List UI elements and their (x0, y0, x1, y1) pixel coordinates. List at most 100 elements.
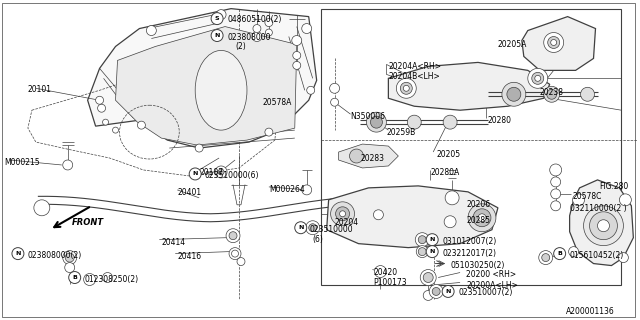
Circle shape (292, 52, 301, 60)
Text: N: N (214, 33, 220, 38)
Polygon shape (339, 144, 398, 168)
Text: 20414: 20414 (161, 238, 186, 247)
Text: 20205: 20205 (436, 150, 460, 159)
Text: B: B (72, 275, 77, 280)
Text: N: N (445, 289, 451, 294)
Text: 20280: 20280 (488, 116, 512, 125)
Ellipse shape (195, 51, 247, 130)
Circle shape (189, 168, 201, 180)
Circle shape (573, 194, 584, 206)
Circle shape (550, 177, 561, 187)
Circle shape (584, 206, 623, 246)
Text: 20401: 20401 (177, 188, 202, 197)
Circle shape (102, 119, 109, 125)
Circle shape (423, 291, 433, 300)
Circle shape (226, 229, 240, 243)
Circle shape (367, 112, 387, 132)
Circle shape (195, 144, 203, 152)
Circle shape (138, 121, 145, 129)
Circle shape (306, 221, 319, 235)
Text: 023808000: 023808000 (227, 33, 271, 42)
Circle shape (550, 164, 562, 176)
Circle shape (34, 200, 50, 216)
Circle shape (113, 127, 118, 133)
Text: 023510000(6): 023510000(6) (204, 171, 259, 180)
Circle shape (468, 204, 496, 232)
Text: 20280A: 20280A (430, 168, 460, 177)
Circle shape (211, 29, 223, 42)
Text: M000264: M000264 (269, 185, 305, 194)
Circle shape (335, 207, 349, 221)
Circle shape (229, 248, 241, 260)
Circle shape (266, 29, 273, 36)
Text: 051030250(2): 051030250(2) (450, 260, 504, 269)
Circle shape (232, 250, 239, 257)
Circle shape (84, 274, 95, 285)
Circle shape (295, 222, 307, 234)
Text: 012308250(2): 012308250(2) (84, 275, 139, 284)
Text: 20101: 20101 (28, 85, 52, 94)
Circle shape (419, 248, 426, 256)
Text: (6): (6) (313, 235, 324, 244)
Circle shape (426, 246, 438, 258)
Text: 023212017(2): 023212017(2) (442, 249, 496, 258)
Circle shape (218, 169, 224, 175)
Circle shape (445, 191, 459, 205)
Circle shape (63, 251, 77, 265)
Circle shape (432, 287, 440, 295)
Circle shape (349, 149, 364, 163)
Polygon shape (522, 17, 595, 70)
Text: N: N (429, 237, 435, 242)
Polygon shape (570, 180, 634, 266)
Circle shape (331, 98, 339, 106)
Circle shape (429, 284, 443, 299)
Circle shape (147, 26, 156, 36)
Circle shape (308, 224, 317, 232)
Circle shape (544, 33, 564, 52)
Circle shape (65, 263, 75, 273)
Circle shape (252, 32, 262, 42)
Text: N: N (193, 172, 198, 176)
Circle shape (396, 78, 416, 98)
Text: 20416: 20416 (177, 252, 202, 260)
Text: 20204B<LH>: 20204B<LH> (388, 72, 440, 81)
Text: B: B (557, 251, 562, 256)
Text: 023808000(2): 023808000(2) (28, 251, 82, 260)
Polygon shape (115, 27, 297, 145)
Circle shape (554, 248, 566, 260)
Text: 20285: 20285 (466, 216, 490, 225)
Text: (2): (2) (235, 43, 246, 52)
Text: FRONT: FRONT (72, 218, 104, 227)
Text: 20578A: 20578A (263, 98, 292, 107)
Circle shape (416, 246, 428, 258)
Circle shape (419, 236, 426, 244)
Circle shape (340, 211, 346, 217)
Circle shape (539, 251, 553, 265)
Circle shape (420, 269, 436, 285)
Circle shape (541, 254, 550, 261)
Circle shape (426, 234, 438, 246)
Polygon shape (388, 62, 550, 110)
Circle shape (568, 247, 579, 257)
Circle shape (237, 258, 245, 266)
Text: 023510000: 023510000 (310, 225, 353, 234)
Circle shape (507, 87, 521, 101)
Text: 20204A<RH>: 20204A<RH> (388, 62, 442, 71)
Circle shape (550, 189, 561, 199)
Text: 20204: 20204 (335, 218, 359, 227)
Text: 015610452(2): 015610452(2) (570, 251, 624, 260)
Text: P100173: P100173 (373, 277, 407, 286)
Circle shape (547, 89, 557, 99)
Text: 20420: 20420 (373, 268, 397, 276)
Circle shape (229, 232, 237, 240)
Circle shape (371, 207, 387, 223)
Circle shape (442, 285, 454, 297)
Circle shape (65, 253, 74, 262)
Circle shape (371, 116, 383, 128)
Circle shape (95, 96, 104, 104)
Text: 048605100(2): 048605100(2) (227, 15, 282, 24)
Circle shape (478, 214, 486, 222)
Circle shape (423, 273, 433, 283)
Text: 20205A: 20205A (498, 41, 527, 50)
Text: M000215: M000215 (4, 158, 40, 167)
